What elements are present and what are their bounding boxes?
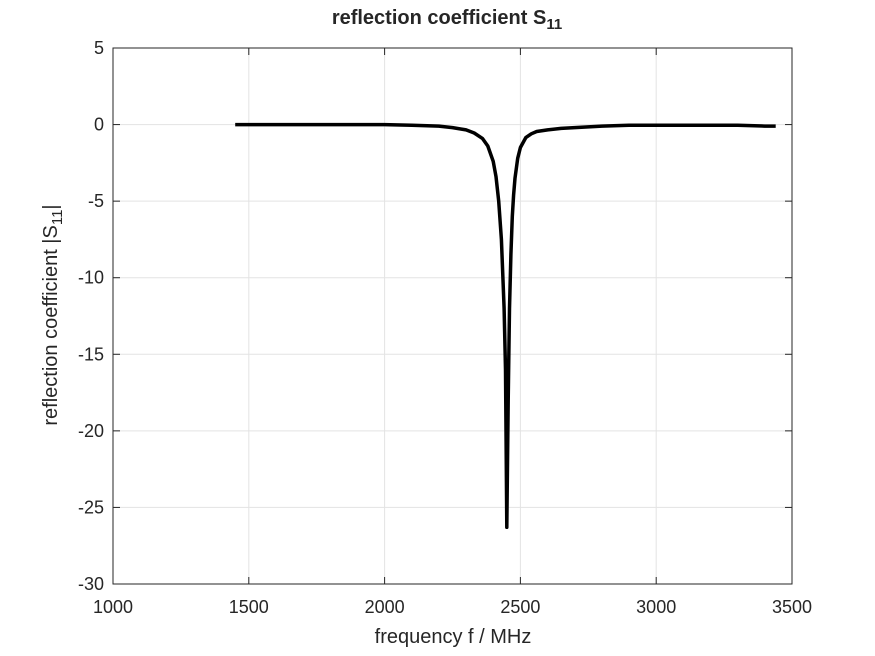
chart-title-subscript: 11: [546, 16, 562, 33]
x-tick-label: 1500: [229, 597, 269, 617]
x-tick-label: 1000: [93, 597, 133, 617]
y-axis-label: reflection coefficient |S11|: [40, 204, 66, 425]
y-tick-labels: 5 0 -5 -10 -15 -20 -25 -30: [78, 38, 104, 594]
y-axis-label-suffix: |: [40, 204, 62, 209]
y-tick-label: -30: [78, 574, 104, 594]
y-tick-label: 0: [94, 115, 104, 135]
y-tick-label: -20: [78, 421, 104, 441]
series-line: [235, 122, 776, 530]
y-tick-label: -5: [88, 191, 104, 211]
x-tick-label: 2000: [365, 597, 405, 617]
y-tick-label: 5: [94, 38, 104, 58]
x-tick-labels: 1000 1500 2000 2500 3000 3500: [93, 597, 812, 617]
y-axis-label-subscript: 11: [49, 210, 66, 226]
x-tick-label: 2500: [500, 597, 540, 617]
series-layer: [235, 122, 776, 530]
x-axis-label: frequency f / MHz: [375, 626, 532, 648]
y-tick-label: -10: [78, 268, 104, 288]
tick-marks: [112, 47, 793, 585]
axes-box: [112, 47, 793, 585]
chart-title: reflection coefficient S11: [332, 7, 562, 33]
y-tick-label: -25: [78, 497, 104, 517]
x-tick-label: 3000: [636, 597, 676, 617]
chart-title-main: reflection coefficient S: [332, 7, 547, 29]
y-axis-label-main: reflection coefficient |S: [40, 225, 62, 426]
x-tick-label: 3500: [772, 597, 812, 617]
y-tick-label: -15: [78, 344, 104, 364]
